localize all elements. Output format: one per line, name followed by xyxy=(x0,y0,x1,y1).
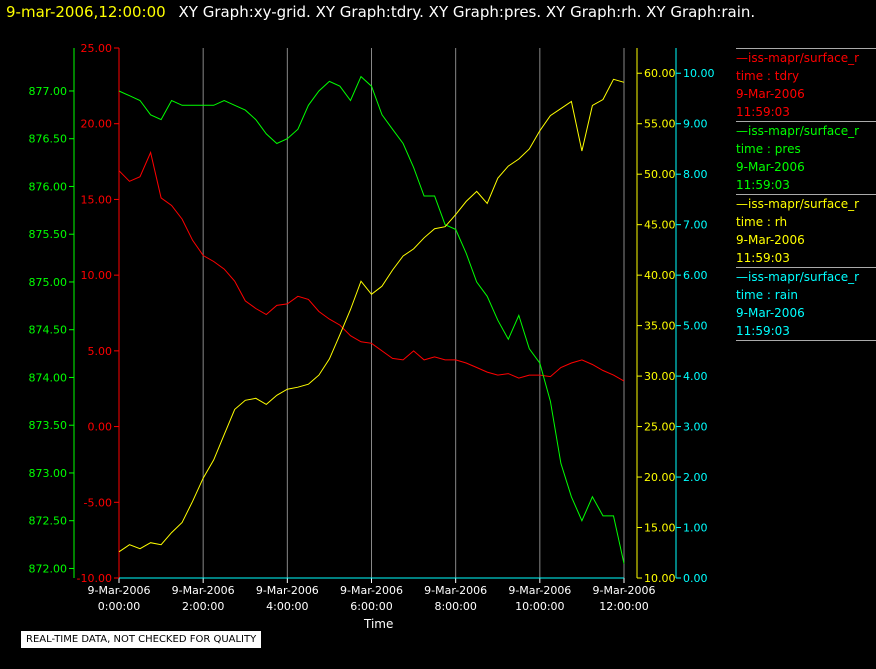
legend-entry-rain: —iss-mapr/surface_r time : rain 9-Mar-20… xyxy=(736,267,876,340)
legend-date: 9-Mar-2006 xyxy=(736,87,805,101)
rain-y-tick-label: 5.00 xyxy=(683,320,708,333)
rain-y-tick-label: 7.00 xyxy=(683,219,708,232)
rain-y-tick-label: 3.00 xyxy=(683,421,708,434)
legend-variable: time : pres xyxy=(736,142,801,156)
legend-time: 11:59:03 xyxy=(736,178,790,192)
rain-y-tick-label: 1.00 xyxy=(683,522,708,535)
legend-variable: time : rain xyxy=(736,288,799,302)
legend-end-divider xyxy=(736,340,876,341)
x-tick-label: 9-Mar-2006 xyxy=(256,584,319,597)
x-axis-title: Time xyxy=(364,617,394,631)
x-tick-label: 9-Mar-2006 xyxy=(424,584,487,597)
pres-y-tick-label: 877.00 xyxy=(29,85,68,98)
x-tick-label: 10:00:00 xyxy=(515,600,564,613)
pres-y-tick-label: 875.50 xyxy=(29,228,68,241)
rain-y-tick-label: 2.00 xyxy=(683,471,708,484)
x-tick-label: 9-Mar-2006 xyxy=(88,584,151,597)
legend-entry-rh: —iss-mapr/surface_r time : rh 9-Mar-2006… xyxy=(736,194,876,267)
x-tick-label: 9-Mar-2006 xyxy=(340,584,403,597)
x-tick-label: 2:00:00 xyxy=(182,600,224,613)
legend-variable: time : tdry xyxy=(736,69,800,83)
x-tick-label: 9-Mar-2006 xyxy=(172,584,235,597)
x-tick-label: 6:00:00 xyxy=(350,600,392,613)
legend-time: 11:59:03 xyxy=(736,105,790,119)
tdry-y-tick-label: -10.00 xyxy=(77,572,112,585)
rh-y-tick-label: 35.00 xyxy=(644,320,676,333)
legend-entry-tdry: —iss-mapr/surface_r time : tdry 9-Mar-20… xyxy=(736,48,876,121)
pres-y-tick-label: 872.50 xyxy=(29,515,68,528)
tdry-y-tick-label: 0.00 xyxy=(88,421,113,434)
tdry-y-tick-label: 10.00 xyxy=(81,269,113,282)
header-timestamp: 9-mar-2006,12:00:00 xyxy=(6,3,166,21)
legend-date: 9-Mar-2006 xyxy=(736,306,805,320)
graph-header: 9-mar-2006,12:00:00 XY Graph:xy-grid. XY… xyxy=(6,3,755,21)
tdry-y-tick-label: -5.00 xyxy=(84,496,112,509)
rh-y-tick-label: 30.00 xyxy=(644,370,676,383)
legend-time: 11:59:03 xyxy=(736,251,790,265)
tdry-series-line xyxy=(118,150,625,382)
pres-y-tick-label: 876.50 xyxy=(29,133,68,146)
pres-y-tick-label: 872.00 xyxy=(29,562,68,575)
legend-source: —iss-mapr/surface_r xyxy=(736,197,860,211)
pres-y-tick-label: 874.00 xyxy=(29,371,68,384)
legend-entry-pres: —iss-mapr/surface_r time : pres 9-Mar-20… xyxy=(736,121,876,194)
legend-date: 9-Mar-2006 xyxy=(736,160,805,174)
legend-source: —iss-mapr/surface_r xyxy=(736,270,860,284)
pres-y-tick-label: 875.00 xyxy=(29,276,68,289)
x-tick-label: 9-Mar-2006 xyxy=(593,584,656,597)
x-tick-label: 8:00:00 xyxy=(434,600,476,613)
legend-date: 9-Mar-2006 xyxy=(736,233,805,247)
rh-y-tick-label: 55.00 xyxy=(644,118,676,131)
rain-y-tick-label: 6.00 xyxy=(683,269,708,282)
x-tick-label: 0:00:00 xyxy=(98,600,140,613)
rain-y-tick-label: 8.00 xyxy=(683,168,708,181)
rh-series-line xyxy=(118,78,625,553)
rain-y-tick-label: 10.00 xyxy=(683,67,715,80)
rh-y-tick-label: 25.00 xyxy=(644,421,676,434)
rain-y-tick-label: 4.00 xyxy=(683,370,708,383)
tdry-y-tick-label: 20.00 xyxy=(81,118,113,131)
tdry-y-tick-label: 25.00 xyxy=(81,42,113,55)
rh-y-tick-label: 50.00 xyxy=(644,168,676,181)
legend-source: —iss-mapr/surface_r xyxy=(736,51,860,65)
rh-y-tick-label: 10.00 xyxy=(644,572,676,585)
x-tick-label: 4:00:00 xyxy=(266,600,308,613)
pres-y-tick-label: 873.00 xyxy=(29,467,68,480)
header-graph-titles: XY Graph:xy-grid. XY Graph:tdry. XY Grap… xyxy=(178,3,756,21)
legend-source: —iss-mapr/surface_r xyxy=(736,124,860,138)
legend-time: 11:59:03 xyxy=(736,324,790,338)
pres-y-tick-label: 876.00 xyxy=(29,180,68,193)
rh-y-tick-label: 40.00 xyxy=(644,269,676,282)
rain-y-tick-label: 0.00 xyxy=(683,572,708,585)
tdry-y-tick-label: 15.00 xyxy=(81,193,113,206)
rh-y-tick-label: 20.00 xyxy=(644,471,676,484)
rain-y-tick-label: 9.00 xyxy=(683,118,708,131)
rh-y-tick-label: 60.00 xyxy=(644,67,676,80)
tdry-y-tick-label: 5.00 xyxy=(88,345,113,358)
rh-y-tick-label: 15.00 xyxy=(644,522,676,535)
legend-variable: time : rh xyxy=(736,215,788,229)
x-tick-label: 12:00:00 xyxy=(599,600,648,613)
pres-y-tick-label: 874.50 xyxy=(29,324,68,337)
pres-y-tick-label: 873.50 xyxy=(29,419,68,432)
x-tick-label: 9-Mar-2006 xyxy=(508,584,571,597)
chart-legend: —iss-mapr/surface_r time : tdry 9-Mar-20… xyxy=(736,48,876,341)
rh-y-tick-label: 45.00 xyxy=(644,219,676,232)
pres-series-line xyxy=(118,75,625,564)
data-quality-notice: REAL-TIME DATA, NOT CHECKED FOR QUALITY xyxy=(20,630,263,649)
